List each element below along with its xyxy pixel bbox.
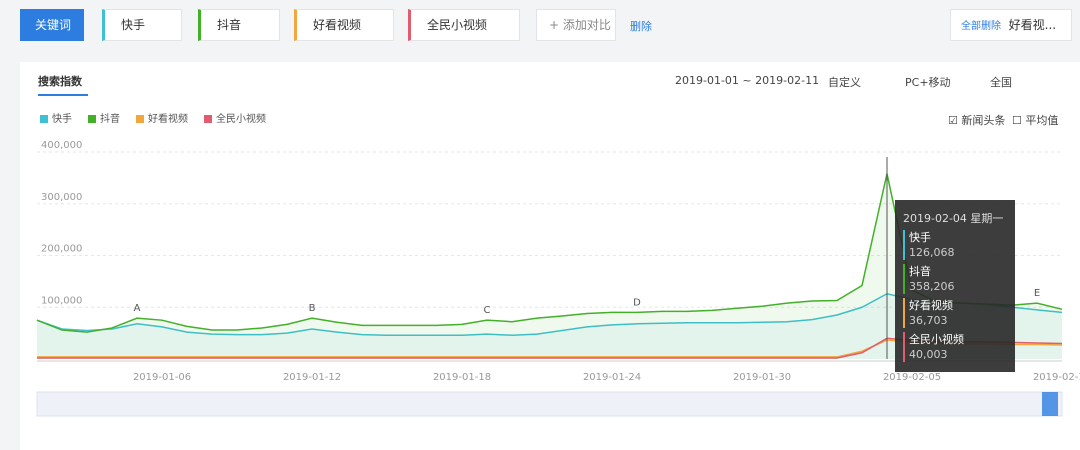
tooltip-title: 2019-02-04 星期一 [903,212,1004,225]
option[interactable]: ☑ 新闻头条 [948,114,1006,127]
tooltip-item: 快手 126,068 [903,230,955,260]
x-tick-label: 2019-02-11 [1033,372,1080,383]
line [36,173,1063,333]
tab-underline [38,94,88,96]
news-marker: E [1034,288,1040,299]
news-marker: D [633,297,641,308]
device[interactable]: PC+移动 [905,76,951,89]
y-tick-label: 100,000 [41,295,82,306]
tooltip-name: 好看视频 [909,299,953,312]
x-tick-label: 2019-01-24 [583,372,641,383]
term-tab[interactable]: 全民小视频 [408,9,520,41]
line [37,339,1063,358]
legend-label: 好看视频 [148,112,188,125]
x-tick-label: 2019-01-12 [283,372,341,383]
legend-label: 抖音 [100,112,120,125]
tooltip-value: 358,206 [909,280,955,293]
news-marker: B [309,303,316,314]
term-tab[interactable]: 好看视频 [294,9,394,41]
area [37,293,1062,359]
x-tick-label: 2019-01-18 [433,372,491,383]
option[interactable]: ☐ 平均值 [1012,114,1059,127]
area [37,173,1062,359]
mode[interactable]: 自定义 [828,76,861,89]
tooltip-value: 126,068 [909,246,955,259]
right-box: 全部删除 好看视... [950,9,1072,41]
legend-swatch [136,115,144,123]
add-compare[interactable]: + 添加对比 [536,9,616,41]
legend-swatch [204,115,212,123]
clear-link[interactable]: 删除 [630,20,652,33]
scroller-handle [1042,392,1058,416]
x-tick-label: 2019-01-30 [733,372,791,383]
y-tick-label: 400,000 [41,140,82,151]
tooltip: 2019-02-04 星期一 快手 126,068 抖音 358,206 好看视频 36,… [895,200,1015,372]
tooltip-value: 36,703 [909,314,948,327]
legend-swatch [40,115,48,123]
term: 好看视... [1008,18,1057,32]
region[interactable]: 全国 [990,76,1012,89]
legend-label: 快手 [52,112,72,125]
legend-label: 全民小视频 [216,112,266,125]
scroller [36,391,1063,417]
x-tick-label: 2019-01-06 [133,372,191,383]
tooltip-name: 快手 [909,231,931,244]
date-range[interactable]: 2019-01-01 ~ 2019-02-11 [675,74,820,87]
x-tick-label: 2019-02-05 [883,372,941,383]
tooltip-item: 好看视频 36,703 [903,298,953,328]
keyword-tab[interactable]: 关键词 [20,9,84,41]
tooltip-value: 40,003 [909,348,948,361]
option-label: 平均值 [1025,114,1059,127]
term-tab[interactable]: 快手 [102,9,182,41]
line [36,292,1063,336]
delete-all[interactable]: 全部删除 [961,21,1001,32]
y-tick-label: 200,000 [41,244,82,255]
tooltip-item: 全民小视频 40,003 [903,332,964,362]
tooltip-name: 抖音 [909,265,931,278]
line [37,337,1063,359]
tooltip-name: 全民小视频 [909,333,964,346]
legend-swatch [88,115,96,123]
tooltip-item: 抖音 358,206 [903,264,955,294]
y-tick-label: 300,000 [41,192,82,203]
section-title: 搜索指数 [38,75,82,88]
term-tab[interactable]: 抖音 [198,9,280,41]
news-marker: A [134,303,141,314]
news-marker: C [484,305,491,316]
option-label: 新闻头条 [961,114,1006,127]
